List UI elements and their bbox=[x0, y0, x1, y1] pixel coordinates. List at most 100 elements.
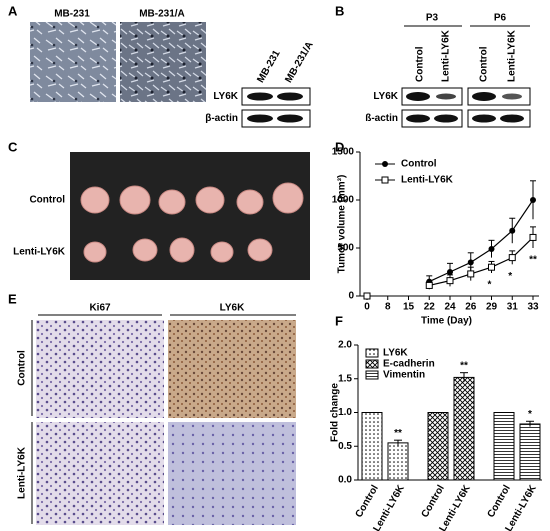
marker bbox=[488, 245, 495, 252]
cell-image bbox=[120, 22, 206, 102]
row-label: Control bbox=[17, 350, 28, 386]
blot bbox=[467, 109, 531, 128]
y-tick-label: 1000 bbox=[332, 195, 355, 206]
bar bbox=[453, 376, 475, 481]
x-tick-label: Control bbox=[354, 483, 381, 519]
bar bbox=[387, 442, 409, 481]
histology-image bbox=[36, 422, 164, 525]
bar bbox=[361, 412, 383, 481]
line-segment bbox=[491, 230, 513, 250]
x-tick-label: 15 bbox=[403, 302, 415, 313]
marker bbox=[467, 259, 474, 266]
panel-label: A bbox=[8, 3, 18, 18]
blot-row-label: β-actin bbox=[205, 113, 238, 124]
blot-column-label: MB-231 bbox=[255, 48, 283, 85]
significance: ** bbox=[460, 360, 468, 371]
band bbox=[406, 114, 430, 123]
panel-label: F bbox=[335, 313, 343, 328]
band bbox=[472, 92, 496, 101]
significance: * bbox=[528, 409, 532, 420]
panel-label: B bbox=[335, 3, 344, 18]
group-label: P3 bbox=[426, 13, 439, 24]
tumors bbox=[80, 182, 304, 263]
panel-label: C bbox=[8, 139, 18, 154]
panel-label: D bbox=[335, 139, 344, 154]
significance: ** bbox=[394, 428, 402, 439]
x-tick-label: 29 bbox=[486, 302, 498, 313]
marker bbox=[446, 277, 454, 285]
legend-swatch bbox=[365, 359, 379, 369]
legend-swatch bbox=[365, 370, 379, 380]
x-tick-label: 33 bbox=[527, 302, 539, 313]
band bbox=[436, 93, 456, 100]
band bbox=[406, 92, 430, 101]
x-tick-label: 24 bbox=[444, 302, 456, 313]
blot-row-label: ß-actin bbox=[365, 113, 398, 124]
band bbox=[502, 93, 522, 100]
band bbox=[500, 114, 524, 123]
blot bbox=[241, 109, 311, 128]
row-label: Lenti-LY6K bbox=[17, 446, 28, 499]
band bbox=[247, 92, 273, 101]
x-tick-label: 26 bbox=[465, 302, 477, 313]
band bbox=[277, 92, 303, 101]
histology-image bbox=[168, 422, 296, 525]
blot-row-label: LY6K bbox=[213, 91, 238, 102]
bar bbox=[519, 423, 541, 481]
line-segment bbox=[428, 271, 451, 283]
marker bbox=[363, 292, 371, 300]
line-segment bbox=[511, 199, 534, 232]
legend-marker bbox=[381, 176, 389, 184]
band bbox=[434, 114, 458, 123]
significance: * bbox=[508, 271, 512, 282]
y-tick-label: 0 bbox=[348, 291, 354, 302]
blot bbox=[401, 109, 463, 128]
band bbox=[247, 114, 273, 123]
histology-image bbox=[36, 320, 164, 418]
row-label: Lenti-LY6K bbox=[13, 247, 66, 258]
blot-column-label: Lenti-LY6K bbox=[507, 29, 518, 82]
y-axis-label: Fold change bbox=[330, 383, 341, 442]
y-tick-label: 1.5 bbox=[338, 373, 352, 384]
marker bbox=[529, 233, 537, 241]
marker bbox=[425, 281, 433, 289]
y-tick-label: 2.0 bbox=[338, 340, 352, 351]
blot-row-label: LY6K bbox=[373, 91, 398, 102]
x-tick-label: 0 bbox=[364, 302, 370, 313]
blot-column-label: Control bbox=[415, 46, 426, 82]
blot-column-label: MB-231/A bbox=[283, 40, 315, 85]
group-label: P6 bbox=[494, 13, 507, 24]
line-segment bbox=[470, 248, 492, 263]
legend-label: LY6K bbox=[383, 348, 408, 359]
x-tick-label: 22 bbox=[424, 302, 436, 313]
marker bbox=[467, 270, 475, 278]
histology-image bbox=[168, 320, 296, 418]
y-tick-label: 1500 bbox=[332, 147, 355, 158]
legend-swatch bbox=[365, 348, 379, 358]
x-axis-label: Time (Day) bbox=[421, 316, 472, 327]
significance: * bbox=[488, 280, 492, 291]
tumor-photo bbox=[70, 152, 310, 280]
marker bbox=[508, 254, 516, 262]
column-label: LY6K bbox=[220, 303, 245, 314]
y-axis-label: Tumor volume (mm³) bbox=[337, 175, 348, 274]
bar bbox=[427, 412, 449, 481]
marker bbox=[509, 227, 516, 234]
cell-image bbox=[30, 22, 116, 102]
blot-column-label: Lenti-LY6K bbox=[441, 29, 452, 82]
row-label: Control bbox=[29, 195, 65, 206]
image-label: MB-231 bbox=[54, 9, 90, 20]
y-tick-label: 0.5 bbox=[338, 441, 352, 452]
y-tick-label: 500 bbox=[337, 243, 354, 254]
y-tick-label: 1.0 bbox=[338, 407, 352, 418]
image-label: MB-231/A bbox=[139, 9, 185, 20]
x-tick-label: Control bbox=[420, 483, 447, 519]
band bbox=[277, 114, 303, 123]
blot-column-label: Control bbox=[479, 46, 490, 82]
x-tick-label: Control bbox=[486, 483, 513, 519]
legend-label: Lenti-LY6K bbox=[401, 175, 454, 186]
blot bbox=[241, 87, 311, 106]
legend-label: E-cadherin bbox=[383, 359, 435, 370]
x-tick-label: 8 bbox=[385, 302, 391, 313]
line-segment bbox=[449, 261, 472, 273]
